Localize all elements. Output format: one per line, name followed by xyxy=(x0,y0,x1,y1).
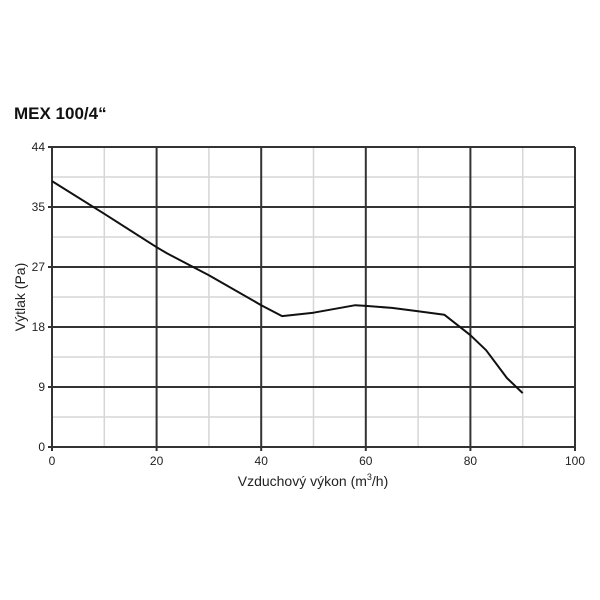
x-tick-label: 0 xyxy=(49,454,56,468)
x-tick-label: 20 xyxy=(150,454,164,468)
y-tick-label: 9 xyxy=(38,380,45,394)
x-tick-labels: 0 20 40 60 80 100 xyxy=(49,454,586,468)
y-axis-label: Výtlak (Pa) xyxy=(12,263,28,331)
y-tick-label: 27 xyxy=(32,260,46,274)
y-tick-label: 18 xyxy=(32,320,46,334)
x-tick-label: 60 xyxy=(359,454,373,468)
series-line xyxy=(51,180,524,394)
y-tick-label: 44 xyxy=(32,140,46,154)
y-tick-label: 0 xyxy=(38,440,45,454)
chart-title: MEX 100/4“ xyxy=(14,104,107,123)
y-tick-labels: 0 9 18 27 35 44 xyxy=(32,140,46,454)
x-tick-label: 100 xyxy=(565,454,585,468)
y-tick-label: 35 xyxy=(32,200,46,214)
grid xyxy=(48,146,576,451)
x-axis-label: Vzduchový výkon (m3/h) xyxy=(238,472,389,489)
x-tick-label: 80 xyxy=(464,454,478,468)
x-tick-label: 40 xyxy=(255,454,269,468)
